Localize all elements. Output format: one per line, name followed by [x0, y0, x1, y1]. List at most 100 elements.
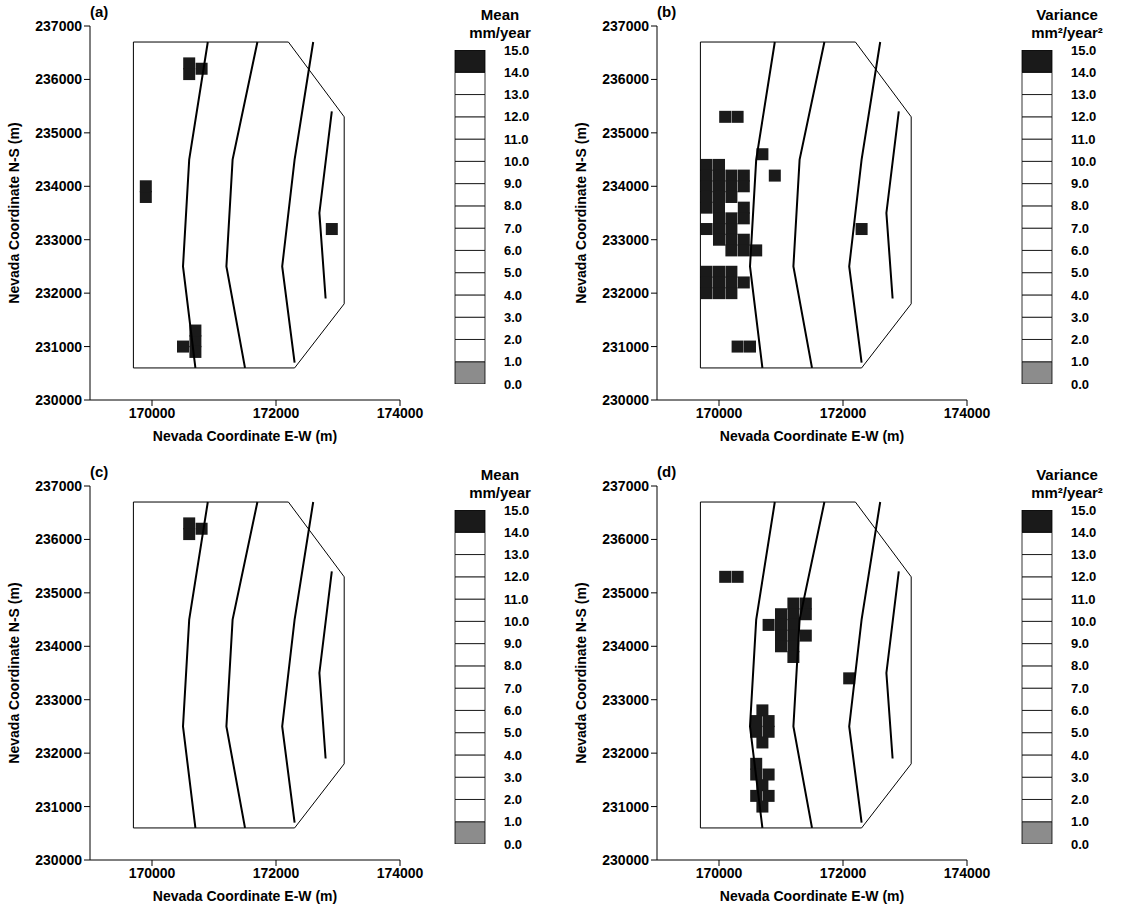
svg-text:235000: 235000: [602, 125, 649, 141]
svg-text:12.0: 12.0: [504, 569, 529, 584]
svg-text:10.0: 10.0: [504, 154, 529, 169]
svg-text:4.0: 4.0: [504, 288, 522, 303]
svg-text:233000: 233000: [35, 691, 82, 707]
svg-text:170000: 170000: [696, 864, 743, 880]
svg-text:7.0: 7.0: [1071, 680, 1089, 695]
svg-text:233000: 233000: [602, 232, 649, 248]
svg-text:11.0: 11.0: [504, 132, 529, 147]
svg-text:11.0: 11.0: [504, 591, 529, 606]
svg-text:232000: 232000: [35, 745, 82, 761]
svg-text:1.0: 1.0: [1071, 354, 1089, 369]
svg-text:237000: 237000: [35, 477, 82, 493]
svg-text:5.0: 5.0: [1071, 265, 1089, 280]
svg-text:1.0: 1.0: [504, 354, 522, 369]
svg-text:174000: 174000: [944, 864, 991, 880]
svg-text:9.0: 9.0: [1071, 176, 1089, 191]
svg-text:170000: 170000: [696, 405, 743, 421]
svg-text:231000: 231000: [602, 339, 649, 355]
svg-text:15.0: 15.0: [504, 43, 529, 58]
svg-text:5.0: 5.0: [504, 725, 522, 740]
svg-text:174000: 174000: [944, 405, 991, 421]
svg-text:1.0: 1.0: [504, 814, 522, 829]
svg-text:232000: 232000: [602, 745, 649, 761]
svg-text:0.0: 0.0: [1071, 377, 1089, 392]
svg-text:13.0: 13.0: [1071, 87, 1096, 102]
svg-text:7.0: 7.0: [504, 221, 522, 236]
svg-text:13.0: 13.0: [1071, 547, 1096, 562]
svg-text:11.0: 11.0: [1071, 591, 1096, 606]
svg-text:170000: 170000: [129, 405, 176, 421]
svg-text:0.0: 0.0: [504, 836, 522, 851]
svg-text:231000: 231000: [602, 798, 649, 814]
svg-text:230000: 230000: [35, 851, 82, 867]
svg-text:236000: 236000: [602, 531, 649, 547]
svg-text:234000: 234000: [35, 638, 82, 654]
svg-text:14.0: 14.0: [504, 524, 529, 539]
svg-text:3.0: 3.0: [504, 769, 522, 784]
svg-text:172000: 172000: [820, 405, 867, 421]
svg-text:12.0: 12.0: [1071, 569, 1096, 584]
svg-text:10.0: 10.0: [1071, 154, 1096, 169]
svg-text:15.0: 15.0: [1071, 43, 1096, 58]
svg-text:13.0: 13.0: [504, 87, 529, 102]
svg-text:230000: 230000: [602, 392, 649, 408]
svg-text:174000: 174000: [377, 405, 424, 421]
svg-text:237000: 237000: [602, 477, 649, 493]
svg-text:6.0: 6.0: [504, 243, 522, 258]
svg-text:236000: 236000: [35, 531, 82, 547]
svg-text:12.0: 12.0: [504, 109, 529, 124]
svg-text:235000: 235000: [35, 584, 82, 600]
svg-text:7.0: 7.0: [1071, 221, 1089, 236]
svg-text:235000: 235000: [35, 125, 82, 141]
svg-text:237000: 237000: [602, 18, 649, 34]
svg-text:236000: 236000: [602, 71, 649, 87]
svg-text:0.0: 0.0: [1071, 836, 1089, 851]
svg-text:2.0: 2.0: [504, 332, 522, 347]
svg-text:172000: 172000: [253, 864, 300, 880]
svg-text:4.0: 4.0: [504, 747, 522, 762]
svg-text:1.0: 1.0: [1071, 814, 1089, 829]
svg-text:230000: 230000: [35, 392, 82, 408]
svg-text:236000: 236000: [35, 71, 82, 87]
svg-text:5.0: 5.0: [1071, 725, 1089, 740]
svg-text:234000: 234000: [602, 178, 649, 194]
svg-text:10.0: 10.0: [504, 613, 529, 628]
svg-text:8.0: 8.0: [1071, 198, 1089, 213]
svg-text:6.0: 6.0: [1071, 703, 1089, 718]
svg-text:10.0: 10.0: [1071, 613, 1096, 628]
svg-text:15.0: 15.0: [504, 502, 529, 517]
svg-text:4.0: 4.0: [1071, 288, 1089, 303]
svg-text:14.0: 14.0: [1071, 65, 1096, 80]
svg-text:5.0: 5.0: [504, 265, 522, 280]
svg-text:6.0: 6.0: [1071, 243, 1089, 258]
svg-text:233000: 233000: [35, 232, 82, 248]
svg-text:3.0: 3.0: [504, 310, 522, 325]
svg-text:235000: 235000: [602, 584, 649, 600]
svg-text:3.0: 3.0: [1071, 310, 1089, 325]
svg-text:172000: 172000: [253, 405, 300, 421]
svg-text:11.0: 11.0: [1071, 132, 1096, 147]
svg-text:7.0: 7.0: [504, 680, 522, 695]
svg-text:8.0: 8.0: [504, 198, 522, 213]
svg-text:230000: 230000: [602, 851, 649, 867]
svg-text:2.0: 2.0: [1071, 332, 1089, 347]
svg-text:4.0: 4.0: [1071, 747, 1089, 762]
svg-text:232000: 232000: [602, 285, 649, 301]
svg-text:12.0: 12.0: [1071, 109, 1096, 124]
svg-text:172000: 172000: [820, 864, 867, 880]
svg-text:8.0: 8.0: [1071, 658, 1089, 673]
svg-text:14.0: 14.0: [1071, 524, 1096, 539]
svg-text:9.0: 9.0: [1071, 636, 1089, 651]
svg-text:174000: 174000: [377, 864, 424, 880]
svg-text:9.0: 9.0: [504, 176, 522, 191]
svg-text:3.0: 3.0: [1071, 769, 1089, 784]
svg-text:234000: 234000: [35, 178, 82, 194]
svg-text:8.0: 8.0: [504, 658, 522, 673]
svg-text:231000: 231000: [35, 339, 82, 355]
svg-text:0.0: 0.0: [504, 377, 522, 392]
svg-text:2.0: 2.0: [504, 792, 522, 807]
svg-text:2.0: 2.0: [1071, 792, 1089, 807]
svg-text:9.0: 9.0: [504, 636, 522, 651]
svg-text:231000: 231000: [35, 798, 82, 814]
svg-text:234000: 234000: [602, 638, 649, 654]
